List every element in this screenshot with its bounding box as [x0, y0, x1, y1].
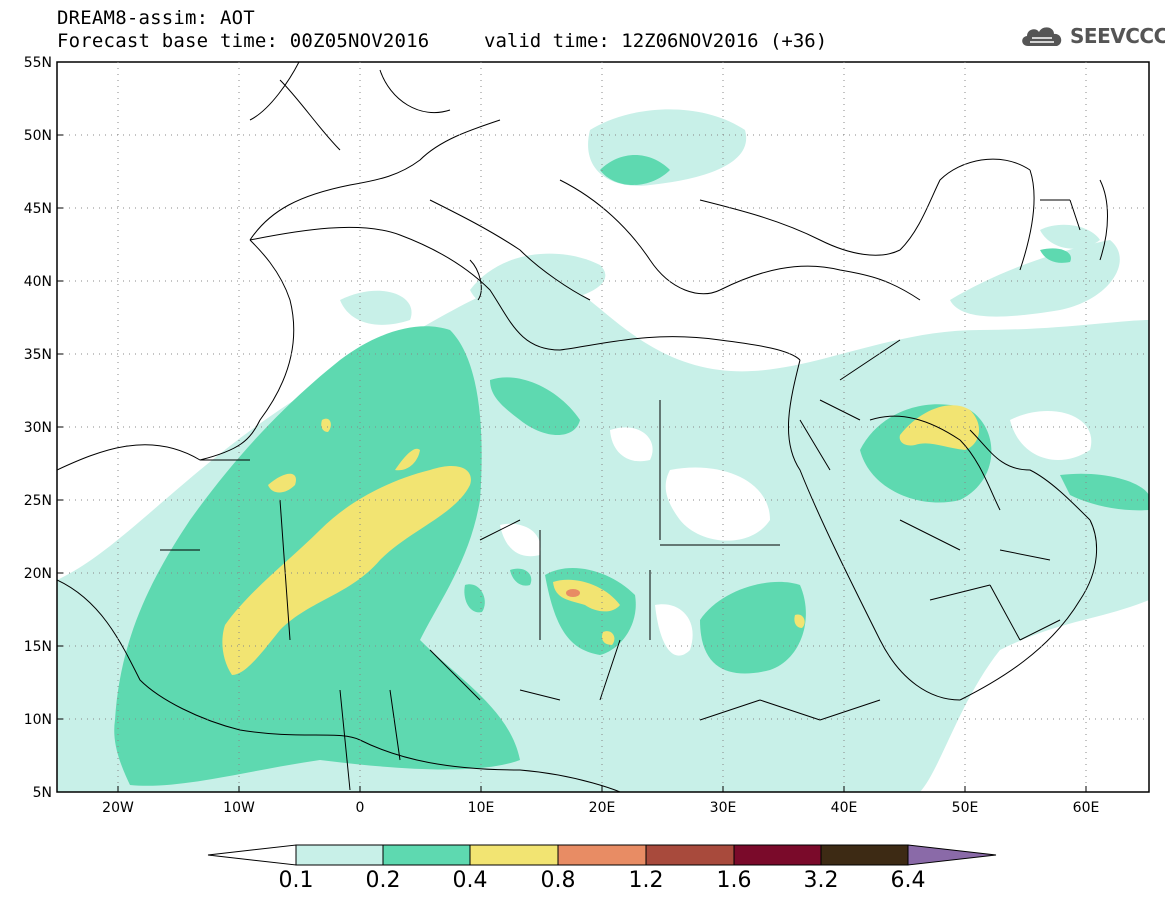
lat-label: 10N	[24, 712, 52, 728]
colorbar-high-triangle	[907, 844, 997, 866]
colorbar-swatch	[382, 844, 471, 866]
lon-label: 10W	[223, 800, 255, 816]
lon-labels: 20W 10W 0 10E 20E 30E 40E 50E 60E	[102, 800, 1099, 816]
colorbar-swatch	[469, 844, 559, 866]
colorbar-label: 0.4	[452, 868, 488, 893]
lat-label: 50N	[24, 128, 52, 144]
lon-label: 50E	[952, 800, 979, 816]
lon-label: 30E	[710, 800, 737, 816]
colorbar-label: 0.1	[278, 868, 314, 893]
lon-label: 10E	[468, 800, 495, 816]
colorbar-swatch	[820, 844, 909, 866]
aot-class-0.8-1.2	[566, 589, 580, 597]
colorbar-swatch	[645, 844, 735, 866]
seevccc-logo: SEEVCCC	[1018, 22, 1165, 50]
lat-label: 25N	[24, 493, 52, 509]
lat-label: 20N	[24, 566, 52, 582]
logo-text: SEEVCCC	[1070, 24, 1165, 48]
colorbar-label: 1.2	[628, 868, 664, 893]
lat-label: 15N	[24, 639, 52, 655]
lon-label: 60E	[1073, 800, 1100, 816]
colorbar-low-triangle	[207, 844, 297, 866]
axis-ticks	[57, 61, 1087, 793]
gridlines	[57, 62, 1149, 792]
figure-title: DREAM8-assim: AOT	[57, 7, 255, 29]
lon-label: 0	[356, 800, 365, 816]
colorbar-label: 0.8	[540, 868, 576, 893]
lon-label: 20E	[589, 800, 616, 816]
lat-label: 55N	[24, 55, 52, 71]
lon-label: 40E	[831, 800, 858, 816]
cloud-icon	[1022, 27, 1062, 46]
lon-label: 20W	[102, 800, 134, 816]
colorbar-swatch	[295, 844, 384, 866]
map-plot-area	[57, 62, 1149, 792]
colorbar-label: 6.4	[890, 868, 926, 893]
lat-label: 40N	[24, 274, 52, 290]
lat-label: 45N	[24, 201, 52, 217]
forecast-base-time: Forecast base time: 00Z05NOV2016	[57, 30, 430, 52]
colorbar-label: 0.2	[365, 868, 401, 893]
colorbar-swatch	[557, 844, 647, 866]
coastlines-borders	[57, 62, 1108, 792]
lat-label: 35N	[24, 347, 52, 363]
lat-label: 30N	[24, 420, 52, 436]
valid-time: valid time: 12Z06NOV2016 (+36)	[484, 30, 828, 52]
colorbar-label: 1.6	[716, 868, 752, 893]
colorbar-label: 3.2	[803, 868, 839, 893]
colorbar	[207, 844, 997, 866]
colorbar-swatch	[733, 844, 822, 866]
lat-labels: 55N 50N 45N 40N 35N 30N 25N 20N 15N 10N …	[24, 55, 52, 801]
lat-label: 5N	[33, 785, 52, 801]
